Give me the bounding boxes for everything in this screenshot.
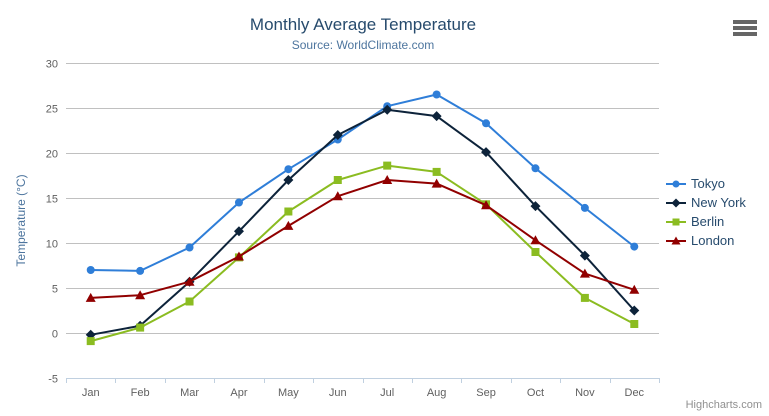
data-point-square bbox=[531, 248, 540, 256]
legend-label: New York bbox=[691, 195, 746, 210]
y-axis-tick-label: 25 bbox=[46, 104, 58, 116]
chart-subtitle: Source: WorldClimate.com bbox=[291, 38, 435, 52]
legend-item-london[interactable]: London bbox=[666, 233, 746, 248]
data-point-triangle bbox=[184, 276, 195, 286]
hamburger-bar bbox=[733, 32, 757, 36]
data-point-triangle bbox=[135, 290, 146, 300]
data-point-square bbox=[383, 161, 392, 170]
y-axis-title: Temperature (°C) bbox=[14, 174, 28, 266]
y-axis-tick-label: -5 bbox=[48, 374, 58, 386]
x-axis-category-label: Nov bbox=[575, 387, 595, 399]
legend: Tokyo New York Berlin London bbox=[666, 176, 746, 248]
data-point-square bbox=[284, 207, 293, 216]
credits-link[interactable]: Highcharts.com bbox=[685, 399, 762, 411]
x-axis-category-label: Sep bbox=[476, 387, 496, 399]
legend-item-berlin[interactable]: Berlin bbox=[666, 214, 746, 229]
data-point-square bbox=[86, 337, 95, 346]
series-line-berlin bbox=[89, 164, 636, 343]
data-point-diamond bbox=[332, 130, 343, 140]
data-point-triangle bbox=[431, 178, 442, 188]
data-point-diamond bbox=[283, 175, 294, 185]
x-axis-category-label: May bbox=[278, 387, 299, 399]
data-point-diamond bbox=[431, 111, 442, 122]
data-point-diamond bbox=[481, 147, 492, 158]
data-point-circle bbox=[185, 243, 194, 252]
x-axis-category-label: Feb bbox=[131, 387, 150, 399]
data-point-triangle bbox=[283, 220, 294, 230]
data-point-square bbox=[333, 176, 342, 184]
legend-symbol-circle-icon bbox=[666, 180, 686, 187]
x-axis-category-label: Apr bbox=[230, 387, 247, 399]
data-point-square bbox=[136, 323, 145, 332]
data-point-diamond bbox=[530, 201, 541, 212]
data-point-circle bbox=[234, 198, 243, 207]
x-axis-category-label: Jan bbox=[82, 387, 100, 399]
data-point-triangle bbox=[332, 191, 343, 201]
x-axis-category-label: Mar bbox=[180, 387, 199, 399]
data-point-diamond bbox=[579, 250, 590, 261]
hamburger-bar bbox=[733, 26, 757, 30]
legend-item-new-york[interactable]: New York bbox=[666, 195, 746, 210]
legend-marker bbox=[672, 218, 680, 225]
legend-marker bbox=[671, 236, 681, 244]
y-axis-tick-label: 10 bbox=[46, 239, 58, 251]
series-line-new-york bbox=[89, 108, 636, 336]
data-point-circle bbox=[86, 266, 95, 274]
data-point-circle bbox=[284, 165, 293, 174]
series-tokyo[interactable] bbox=[86, 90, 639, 275]
series-new-york[interactable] bbox=[85, 104, 640, 340]
legend-label: Tokyo bbox=[691, 176, 725, 191]
data-point-triangle bbox=[382, 175, 393, 184]
legend-label: Berlin bbox=[691, 214, 725, 229]
data-point-triangle bbox=[481, 200, 492, 210]
data-point-square bbox=[630, 320, 639, 328]
data-point-circle bbox=[432, 90, 441, 99]
legend-symbol-diamond-icon bbox=[666, 198, 686, 207]
data-point-diamond bbox=[629, 305, 640, 316]
series-london[interactable] bbox=[85, 175, 640, 302]
x-axis-category-label: Dec bbox=[625, 387, 645, 399]
series-line-london bbox=[89, 179, 636, 299]
data-point-triangle bbox=[629, 284, 640, 294]
legend-marker bbox=[672, 180, 680, 187]
data-point-triangle bbox=[579, 268, 590, 278]
x-axis-category-label: Oct bbox=[527, 387, 544, 399]
data-point-circle bbox=[531, 164, 540, 173]
data-point-square bbox=[432, 167, 441, 176]
legend-symbol-triangle-icon bbox=[666, 236, 686, 244]
data-point-triangle bbox=[85, 292, 96, 302]
data-point-triangle bbox=[233, 251, 244, 261]
data-point-diamond bbox=[382, 104, 393, 115]
y-axis-tick-label: 0 bbox=[52, 329, 58, 341]
export-menu-icon[interactable] bbox=[733, 20, 757, 36]
hamburger-bar bbox=[733, 20, 757, 24]
y-axis-tick-label: 30 bbox=[46, 59, 58, 71]
data-point-diamond bbox=[233, 226, 244, 237]
legend-symbol-square-icon bbox=[666, 218, 686, 225]
series-line-tokyo bbox=[89, 93, 636, 272]
chart-title: Monthly Average Temperature bbox=[249, 15, 477, 34]
data-point-square bbox=[185, 297, 194, 306]
y-axis-tick-label: 5 bbox=[52, 284, 58, 296]
legend-marker bbox=[671, 198, 681, 207]
legend-label: London bbox=[691, 233, 735, 248]
y-axis-tick-label: 20 bbox=[46, 149, 58, 161]
data-point-square bbox=[580, 293, 589, 302]
data-point-circle bbox=[136, 266, 145, 275]
x-axis-category-label: Aug bbox=[427, 387, 447, 399]
x-axis-category-label: Jun bbox=[329, 387, 347, 399]
x-axis-category-label: Jul bbox=[380, 387, 394, 399]
data-point-circle bbox=[482, 119, 491, 128]
data-point-circle bbox=[630, 242, 639, 251]
legend-item-tokyo[interactable]: Tokyo bbox=[666, 176, 746, 191]
data-point-circle bbox=[580, 203, 589, 212]
data-point-triangle bbox=[530, 235, 541, 245]
y-axis-tick-label: 15 bbox=[46, 194, 58, 206]
